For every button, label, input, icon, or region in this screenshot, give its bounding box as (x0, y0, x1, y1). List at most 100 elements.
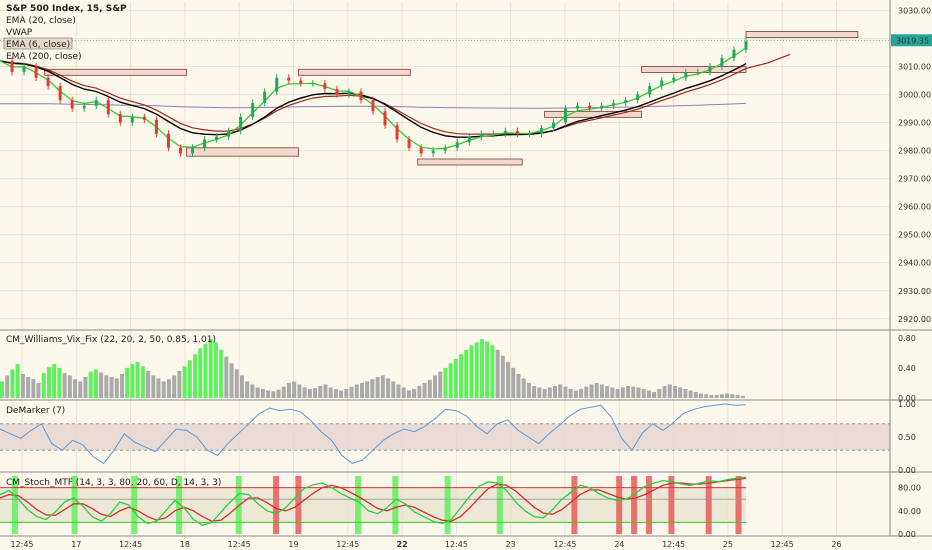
price-tick-label: 2940.00 (898, 259, 931, 268)
vix-bar (281, 386, 286, 398)
vix-bar (380, 375, 385, 398)
vix-bar (15, 364, 20, 398)
stoch-buy-marker (392, 476, 399, 534)
candle-body (588, 105, 592, 109)
candle-body (82, 105, 86, 109)
vix-bar (78, 381, 83, 398)
zone-box (641, 66, 747, 73)
vix-bar (156, 378, 161, 398)
candle-body (624, 100, 628, 103)
vix-bar (31, 379, 36, 398)
demarker-tick-label: 0.50 (898, 433, 916, 442)
vix-bar (229, 363, 234, 398)
candle-body (70, 100, 74, 109)
vix-bar (286, 382, 291, 398)
candle-body (311, 83, 315, 85)
price-tick-label: 2960.00 (898, 203, 931, 212)
vix-bar (88, 371, 93, 398)
vix-bar (579, 388, 584, 398)
grid-lines (0, 2, 890, 535)
candle-body (22, 66, 26, 73)
legend-vwap: VWAP (6, 28, 33, 38)
stoch-sell-marker (616, 476, 623, 534)
vix-bar (318, 385, 323, 398)
vix-bar (709, 394, 714, 398)
vix-bar (573, 390, 578, 398)
candle-body (191, 147, 195, 154)
vix-bar (678, 387, 683, 398)
vix-bar (313, 388, 318, 398)
stoch-buy-marker (176, 476, 183, 534)
vix-bar (500, 355, 505, 398)
vix-bar (307, 388, 312, 398)
candle-body (419, 147, 423, 154)
vix-bar (41, 373, 46, 398)
vix-bar (474, 342, 479, 398)
vix-bar (667, 384, 672, 398)
x-tick-label: 23 (506, 540, 516, 549)
candle-body (744, 41, 748, 50)
vix-bar (370, 379, 375, 398)
demarker-tick-label: 1.00 (898, 400, 916, 409)
stoch-buy-marker (496, 476, 503, 534)
candle-body (612, 102, 616, 106)
candle-body (660, 80, 664, 87)
candle-body (227, 130, 231, 137)
candle-body (371, 100, 375, 112)
vix-bar (589, 384, 594, 398)
vix-bar (266, 390, 271, 398)
vix-bar (52, 364, 57, 398)
vix-bar (479, 339, 484, 398)
price-tick-label: 2990.00 (898, 119, 931, 128)
candle-body (708, 66, 712, 73)
vix-bar (187, 360, 192, 398)
vix-bar (99, 372, 104, 398)
vix-bar (584, 386, 589, 398)
vix-bar (626, 385, 631, 398)
x-tick-label: 24 (614, 540, 624, 549)
candle-body (323, 83, 327, 89)
vix-bar (438, 371, 443, 398)
vix-bar (391, 381, 396, 398)
vix-bar (328, 387, 333, 398)
vix-bar (224, 356, 229, 398)
price-tick-label: 2970.00 (898, 175, 931, 184)
candle-body (347, 91, 351, 95)
vix-bar (547, 387, 552, 398)
vix-bar (0, 381, 5, 398)
vix-bar (526, 382, 531, 398)
candle-body (564, 108, 568, 123)
vix-bar (657, 388, 662, 398)
vix-bar (610, 387, 615, 398)
vix-bar (412, 388, 417, 398)
x-tick-label: 18 (180, 540, 190, 549)
vix-bar (271, 391, 276, 398)
vix-bar (532, 385, 537, 398)
candle-body (275, 77, 279, 92)
x-tick-label: 12:45 (228, 540, 251, 549)
candle-body (527, 133, 531, 135)
candle-body (648, 86, 652, 95)
candle-body (720, 58, 724, 67)
x-tick-label: 12:45 (10, 540, 33, 549)
vix-bar (427, 379, 432, 398)
vix-bar (683, 388, 688, 398)
candle-body (732, 49, 736, 59)
vix-bar (620, 387, 625, 398)
candle-body (94, 100, 98, 106)
candle-body (58, 86, 62, 101)
candle-body (118, 114, 122, 123)
vix-bar (255, 387, 260, 398)
vix-bar (239, 375, 244, 398)
vix-bar (250, 384, 255, 398)
candle-body (684, 72, 688, 78)
vix-bar (516, 373, 521, 398)
legend-ema20: EMA (20, close) (6, 16, 76, 26)
vix-bar (636, 387, 641, 398)
vix-bar (119, 373, 125, 398)
candle-body (503, 130, 507, 134)
indicator-panels (0, 339, 890, 534)
x-tick-label: 12:45 (119, 540, 142, 549)
candle-body (335, 88, 339, 95)
